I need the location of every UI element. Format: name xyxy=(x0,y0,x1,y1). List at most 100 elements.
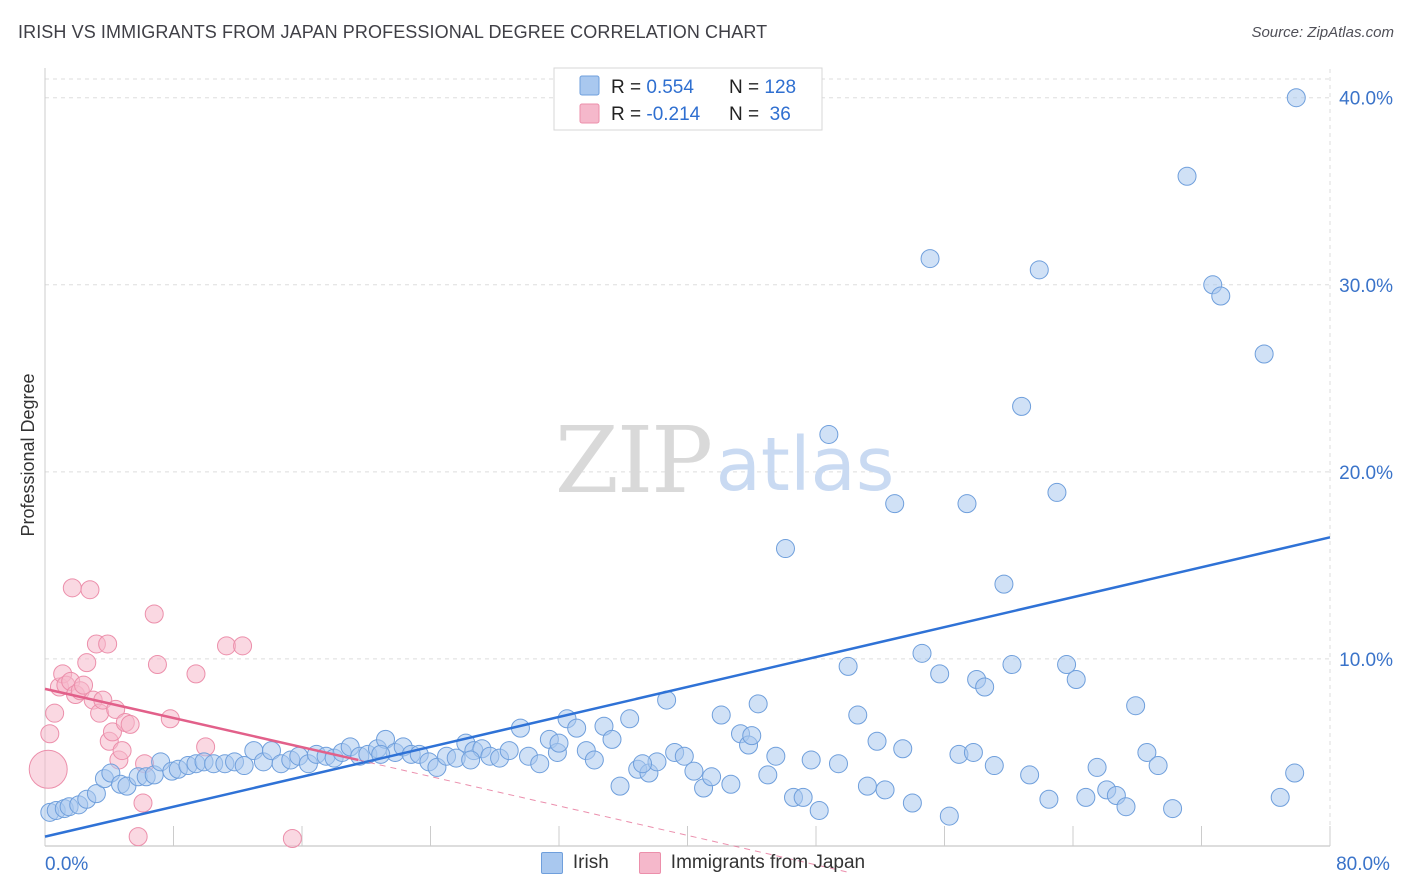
irish-point-64 xyxy=(602,729,622,749)
irish-point-80 xyxy=(748,694,768,714)
irish-point-106 xyxy=(984,756,1004,776)
watermark: ZIP atlas xyxy=(555,407,895,514)
irish-point-53 xyxy=(499,741,519,761)
irish-point-89 xyxy=(828,754,848,774)
japan-point-27 xyxy=(133,793,153,813)
watermark-atlas: atlas xyxy=(716,422,895,508)
japan-point-7 xyxy=(62,578,82,598)
japan-point-17 xyxy=(98,634,118,654)
irish-point-134 xyxy=(549,733,569,753)
irish-point-91 xyxy=(848,705,868,725)
japan-point-35 xyxy=(282,829,302,849)
irish-point-136 xyxy=(742,726,762,746)
irish-point-86 xyxy=(801,750,821,770)
japan-point-1 xyxy=(40,724,60,744)
japan-point-28 xyxy=(144,604,164,624)
irish-point-116 xyxy=(1076,787,1096,807)
irish-point-121 xyxy=(1126,696,1146,716)
irish-point-120 xyxy=(1116,797,1136,817)
irish-point-107 xyxy=(994,574,1014,594)
irish-point-128 xyxy=(1254,344,1274,364)
irish-point-94 xyxy=(875,780,895,800)
bottom-legend: Irish Immigrants from Japan xyxy=(0,852,1406,874)
irish-point-114 xyxy=(1057,655,1077,675)
stats-r-value-irish: 0.554 xyxy=(646,77,694,98)
irish-point-112 xyxy=(1039,789,1059,809)
irish-point-100 xyxy=(930,664,950,684)
svg-text:R = -0.214: R = -0.214 xyxy=(611,104,701,125)
irish-point-65 xyxy=(610,776,630,796)
irish-point-98 xyxy=(912,643,932,663)
irish-point-111 xyxy=(1029,260,1049,280)
irish-point-99 xyxy=(920,249,940,269)
y-axis-label: Professional Degree xyxy=(18,373,38,536)
irish-point-60 xyxy=(567,718,587,738)
stats-n-label-japan: N = xyxy=(729,104,764,125)
japan-point-12 xyxy=(80,580,100,600)
irish-point-123 xyxy=(1148,756,1168,776)
irish-point-105 xyxy=(975,677,995,697)
irish-point-137 xyxy=(963,742,983,762)
legend-label-irish: Irish xyxy=(572,852,609,873)
irish-point-131 xyxy=(1286,88,1306,108)
irish-point-92 xyxy=(857,776,877,796)
irish-point-76 xyxy=(711,705,731,725)
irish-point-135 xyxy=(633,754,653,774)
svg-text:N = 128: N = 128 xyxy=(729,77,796,98)
japan-point-10 xyxy=(74,675,94,695)
irish-point-87 xyxy=(809,800,829,820)
legend-swatch-irish xyxy=(540,852,563,874)
irish-point-130 xyxy=(1270,787,1290,807)
stats-n-value-japan: 36 xyxy=(764,104,790,125)
y-tick-label-1: 20.0% xyxy=(1339,463,1393,484)
axes xyxy=(44,68,1331,847)
stats-legend-irish-swatch xyxy=(579,75,600,96)
irish-point-109 xyxy=(1012,396,1032,416)
trend-line-japan xyxy=(44,687,359,762)
watermark-zip: ZIP xyxy=(555,407,711,514)
irish-point-88 xyxy=(819,424,839,444)
irish-point-113 xyxy=(1047,482,1067,502)
irish-point-117 xyxy=(1087,757,1107,777)
japan-point-11 xyxy=(77,653,97,673)
tick-labels: 10.0% 20.0% 30.0% 40.0% 0.0% 80.0% xyxy=(45,89,1393,875)
japan-point-0 xyxy=(28,749,68,789)
irish-point-127 xyxy=(1211,286,1231,306)
legend-label-japan: Immigrants from Japan xyxy=(670,852,866,873)
irish-point-115 xyxy=(1066,670,1086,690)
irish-point-97 xyxy=(902,793,922,813)
irish-point-73 xyxy=(684,761,704,781)
irish-point-23 xyxy=(234,756,254,776)
chart-title: IRISH VS IMMIGRANTS FROM JAPAN PROFESSIO… xyxy=(18,22,768,42)
stats-legend: R = 0.554 N = 128 R = -0.214 N = 36 xyxy=(553,67,823,131)
japan-point-19 xyxy=(102,722,122,742)
irish-point-75 xyxy=(702,767,722,787)
irish-point-90 xyxy=(838,656,858,676)
stats-r-value-japan: -0.214 xyxy=(646,104,700,125)
japan-point-25 xyxy=(128,827,148,847)
irish-point-103 xyxy=(957,494,977,514)
irish-point-96 xyxy=(893,739,913,759)
trend-lines xyxy=(44,536,1331,873)
irish-point-129 xyxy=(1285,763,1305,783)
irish-point-85 xyxy=(793,787,813,807)
stats-legend-japan-swatch xyxy=(579,103,600,124)
japan-point-22 xyxy=(112,741,132,761)
irish-point-125 xyxy=(1177,166,1197,186)
stats-n-value-irish: 128 xyxy=(764,77,796,98)
japan-point-31 xyxy=(186,664,206,684)
stats-r-label-japan: R = xyxy=(611,104,646,125)
irish-point-6 xyxy=(86,784,106,804)
irish-point-110 xyxy=(1020,765,1040,785)
irish-point-124 xyxy=(1163,799,1183,819)
y-tick-label-0: 10.0% xyxy=(1339,650,1393,671)
legend-swatch-japan xyxy=(638,852,661,874)
trend-line-irish xyxy=(44,536,1331,838)
series-japan-points xyxy=(28,578,302,849)
source-label: Source: ZipAtlas.com xyxy=(1251,24,1394,41)
japan-point-34 xyxy=(233,636,253,656)
irish-point-108 xyxy=(1002,655,1022,675)
japan-point-29 xyxy=(147,655,167,675)
irish-point-26 xyxy=(261,741,281,761)
